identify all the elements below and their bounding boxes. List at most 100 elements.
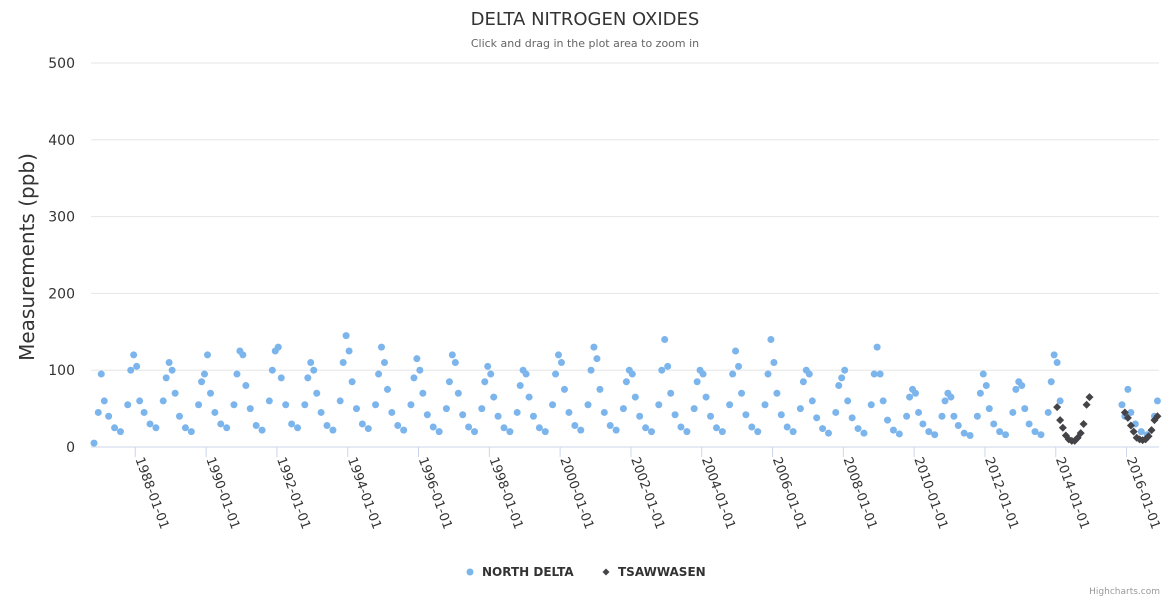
series-1[interactable] [1053,393,1162,445]
data-point[interactable] [159,397,167,405]
data-point[interactable] [258,426,266,434]
data-point[interactable] [165,359,173,367]
data-point[interactable] [1079,419,1088,428]
data-point[interactable] [565,408,573,416]
data-point[interactable] [301,401,309,409]
data-point[interactable] [982,382,990,390]
data-point[interactable] [748,423,756,431]
data-point[interactable] [915,408,923,416]
data-point[interactable] [442,405,450,413]
data-point[interactable] [1002,431,1010,439]
data-point[interactable] [1076,429,1085,438]
data-point[interactable] [835,382,843,390]
data-point[interactable] [658,366,666,374]
data-point[interactable] [841,366,849,374]
data-point[interactable] [732,347,740,355]
data-point[interactable] [506,428,514,436]
data-point[interactable] [683,428,691,436]
data-point[interactable] [667,389,675,397]
data-point[interactable] [606,421,614,429]
data-point[interactable] [454,389,462,397]
data-point[interactable] [127,366,135,374]
data-point[interactable] [876,370,884,378]
data-point[interactable] [146,420,154,428]
data-point[interactable] [268,366,276,374]
data-point[interactable] [407,401,415,409]
data-point[interactable] [796,405,804,413]
data-point[interactable] [664,362,672,370]
legend-item[interactable]: TSAWWASEN [602,565,706,579]
data-point[interactable] [348,378,356,386]
data-point[interactable] [554,351,562,359]
data-point[interactable] [339,359,347,367]
data-point[interactable] [593,355,601,363]
data-point[interactable] [844,397,852,405]
data-point[interactable] [352,405,360,413]
data-point[interactable] [979,370,987,378]
data-point[interactable] [323,421,331,429]
data-point[interactable] [735,362,743,370]
data-point[interactable] [1153,397,1161,405]
data-point[interactable] [1025,420,1033,428]
data-point[interactable] [587,366,595,374]
data-point[interactable] [230,401,238,409]
data-point[interactable] [690,405,698,413]
data-point[interactable] [718,428,726,436]
data-point[interactable] [557,359,565,367]
data-point[interactable] [738,389,746,397]
data-point[interactable] [729,370,737,378]
data-point[interactable] [500,424,508,432]
data-point[interactable] [819,425,827,433]
data-point[interactable] [947,393,955,401]
data-point[interactable] [1058,423,1067,432]
data-point[interactable] [571,421,579,429]
data-point[interactable] [552,370,560,378]
data-point[interactable] [345,347,353,355]
data-point[interactable] [116,428,124,436]
data-point[interactable] [838,374,846,382]
data-point[interactable] [181,424,189,432]
data-point[interactable] [1056,416,1065,425]
data-point[interactable] [380,359,388,367]
data-point[interactable] [105,412,113,420]
data-point[interactable] [1124,385,1132,393]
data-point[interactable] [1012,385,1020,393]
data-point[interactable] [423,411,431,419]
data-point[interactable] [889,426,897,434]
data-point[interactable] [317,408,325,416]
data-point[interactable] [990,420,998,428]
series-0[interactable] [90,332,1161,447]
data-point[interactable] [265,397,273,405]
data-point[interactable] [770,359,778,367]
data-point[interactable] [541,428,549,436]
data-point[interactable] [252,421,260,429]
data-point[interactable] [100,397,108,405]
data-point[interactable] [655,401,663,409]
data-point[interactable] [435,428,443,436]
data-point[interactable] [1044,408,1052,416]
data-point[interactable] [162,374,170,382]
data-point[interactable] [175,412,183,420]
data-point[interactable] [549,401,557,409]
data-point[interactable] [307,359,315,367]
data-point[interactable] [198,378,206,386]
data-point[interactable] [342,332,350,340]
data-point[interactable] [783,423,791,431]
data-point[interactable] [516,382,524,390]
data-point[interactable] [448,351,456,359]
data-point[interactable] [622,378,630,386]
data-point[interactable] [1153,412,1162,421]
data-point[interactable] [966,431,974,439]
data-point[interactable] [233,370,241,378]
data-point[interactable] [1126,421,1135,430]
data-point[interactable] [1085,393,1094,402]
data-point[interactable] [584,401,592,409]
data-point[interactable] [895,430,903,438]
data-point[interactable] [712,424,720,432]
data-point[interactable] [282,401,290,409]
data-point[interactable] [813,414,821,422]
data-point[interactable] [445,378,453,386]
data-point[interactable] [484,362,492,370]
data-point[interactable] [313,389,321,397]
